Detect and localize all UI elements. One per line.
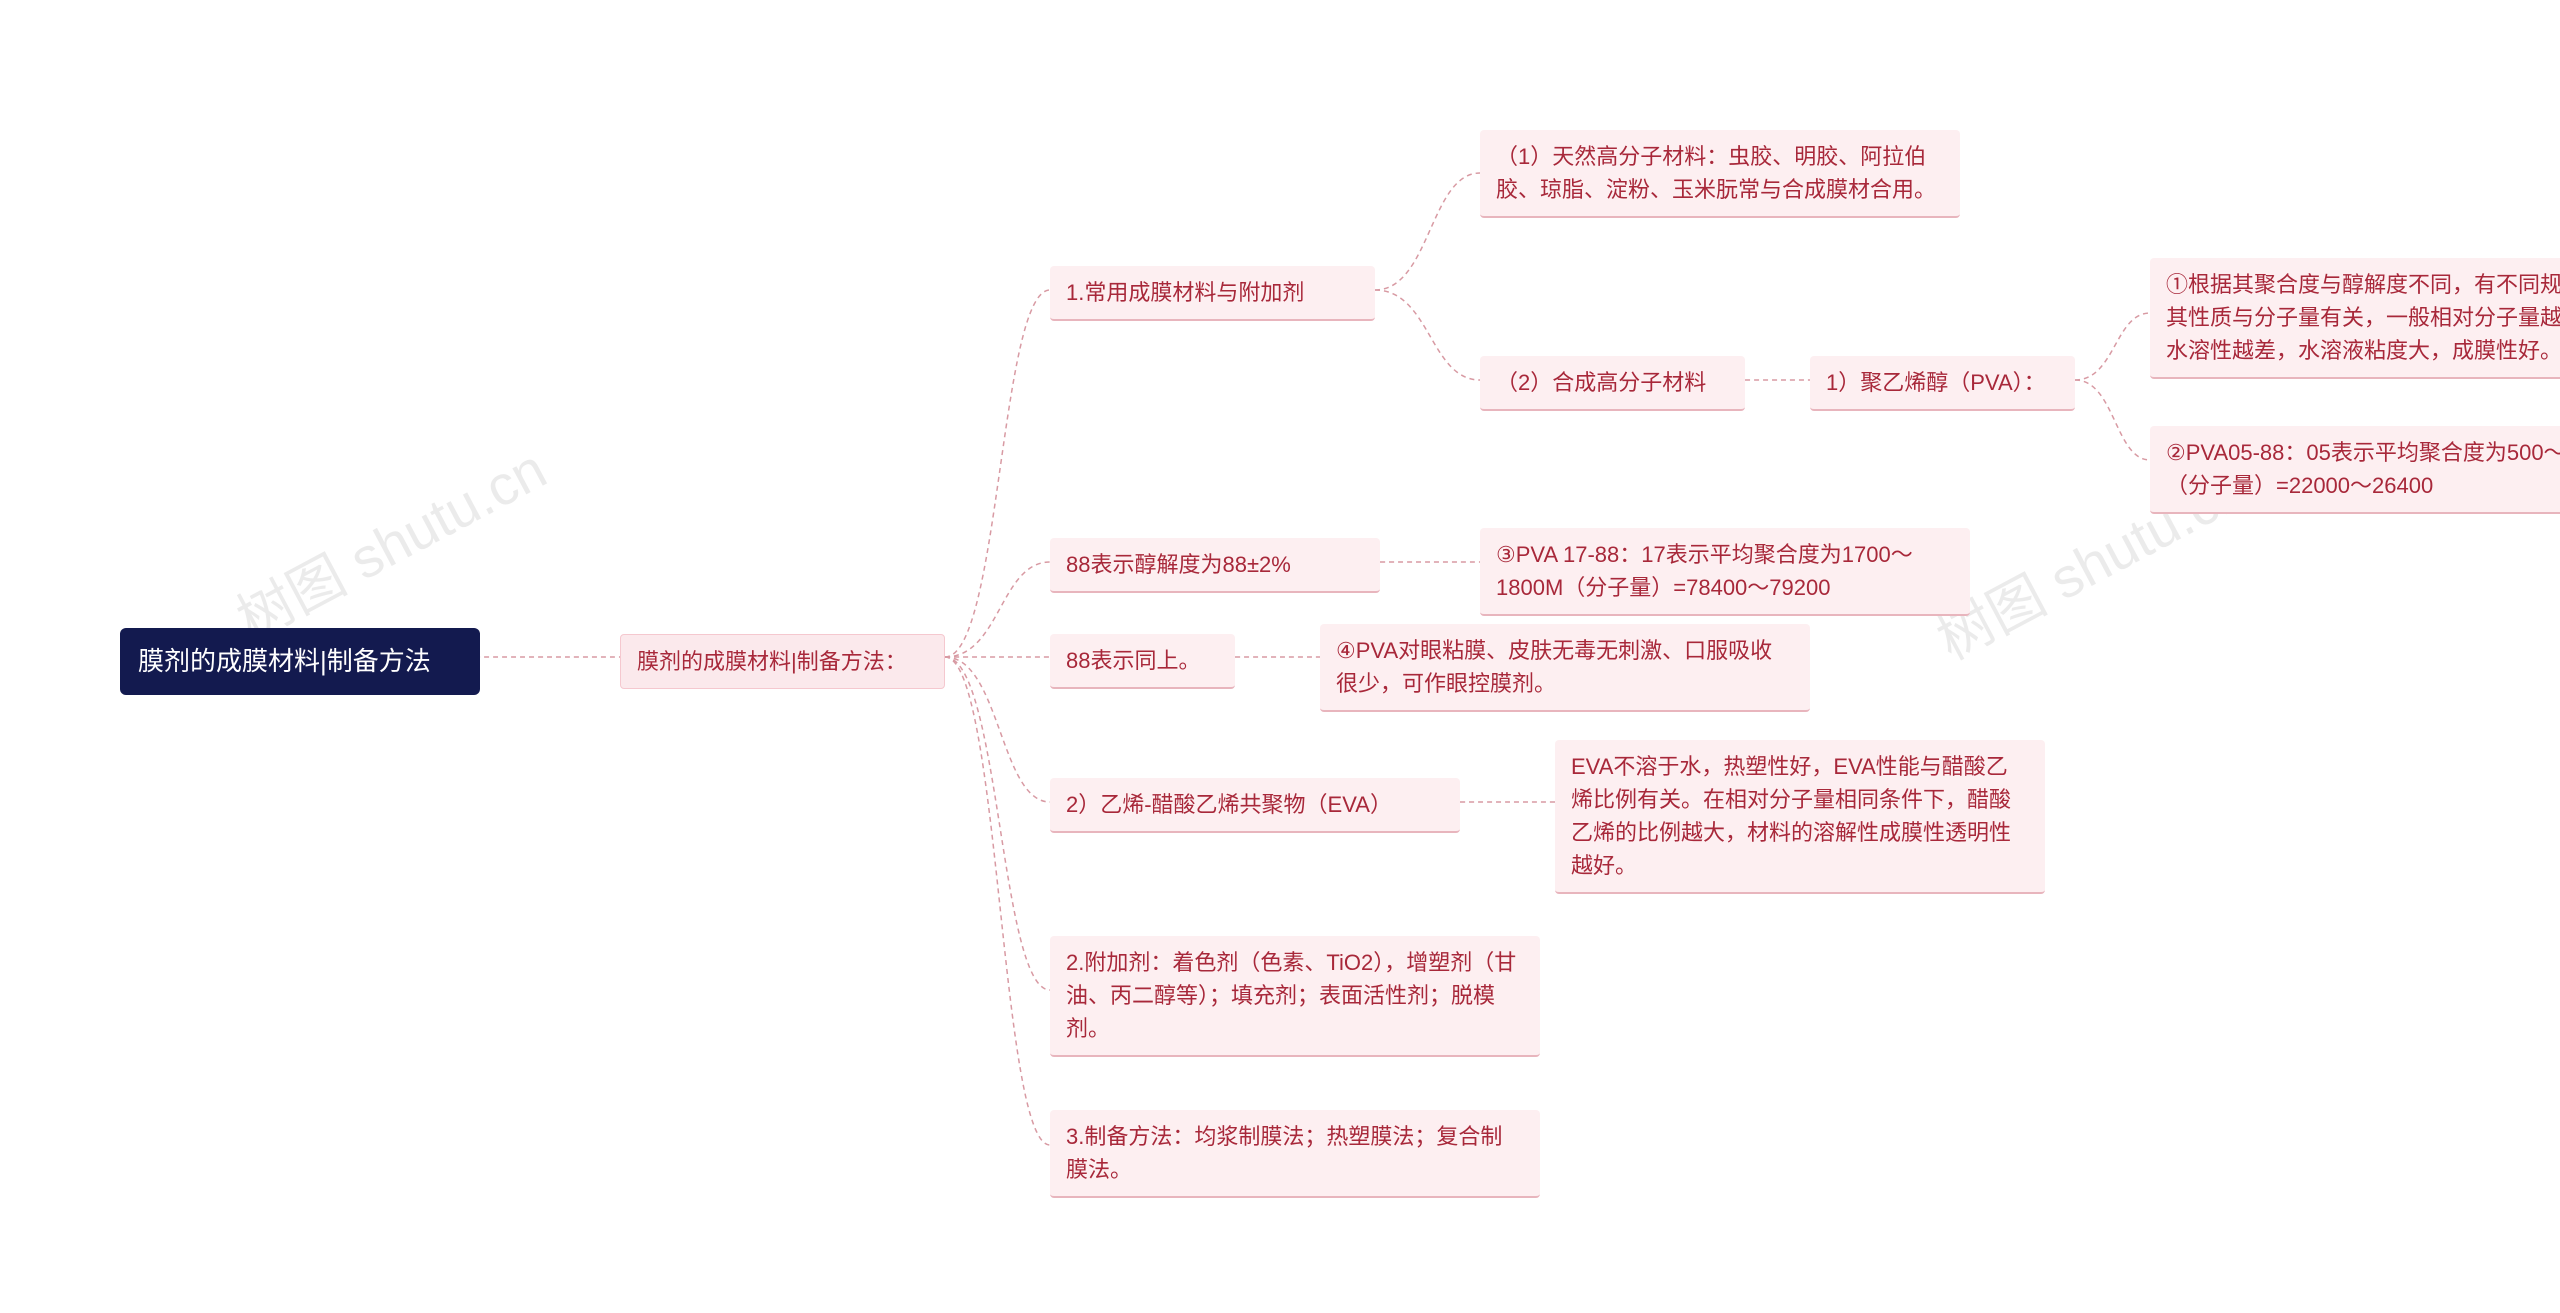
pva-detail1: ①根据其聚合度与醇解度不同，有不同规格，其性质与分子量有关，一般相对分子量越大，… <box>2150 258 2560 379</box>
branch1-child2: （2）合成高分子材料 <box>1480 356 1745 411</box>
branch2-node: 88表示醇解度为88±2% <box>1050 538 1380 593</box>
branch2-child: ③PVA 17-88：17表示平均聚合度为1700～1800M（分子量）=784… <box>1480 528 1970 616</box>
pva-detail2: ②PVA05-88：05表示平均聚合度为500～600M（分子量）=22000～… <box>2150 426 2560 514</box>
pva-node: 1）聚乙烯醇（PVA）： <box>1810 356 2075 411</box>
branch6-node: 3.制备方法：均浆制膜法；热塑膜法；复合制膜法。 <box>1050 1110 1540 1198</box>
root-node: 膜剂的成膜材料|制备方法 <box>120 628 480 695</box>
branch5-node: 2.附加剂：着色剂（色素、TiO2），增塑剂（甘油、丙二醇等）；填充剂；表面活性… <box>1050 936 1540 1057</box>
branch4-child: EVA不溶于水，热塑性好，EVA性能与醋酸乙烯比例有关。在相对分子量相同条件下，… <box>1555 740 2045 894</box>
level1-node: 膜剂的成膜材料|制备方法： <box>620 634 945 689</box>
branch4-node: 2）乙烯-醋酸乙烯共聚物（EVA） <box>1050 778 1460 833</box>
branch1-child1: （1）天然高分子材料：虫胶、明胶、阿拉伯胶、琼脂、淀粉、玉米朊常与合成膜材合用。 <box>1480 130 1960 218</box>
watermark: 树图 shutu.cn <box>221 425 559 656</box>
branch3-node: 88表示同上。 <box>1050 634 1235 689</box>
branch3-child: ④PVA对眼粘膜、皮肤无毒无刺激、口服吸收很少，可作眼控膜剂。 <box>1320 624 1810 712</box>
branch1-node: 1.常用成膜材料与附加剂 <box>1050 266 1375 321</box>
